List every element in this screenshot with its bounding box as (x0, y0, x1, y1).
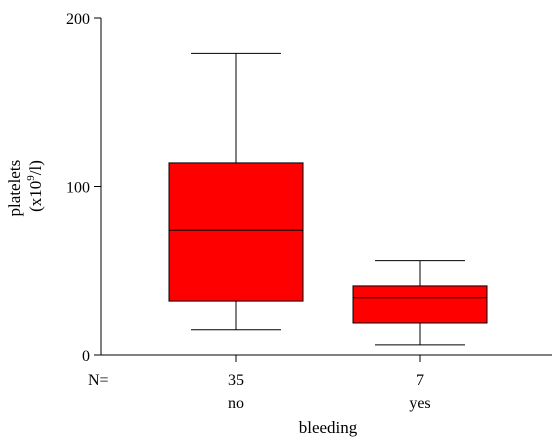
y-axis-label: platelets (x109/l) (5, 156, 45, 217)
y-tick-label: 0 (82, 348, 90, 365)
box-no (168, 52, 304, 331)
x-tick-label: no (228, 395, 244, 412)
y-axis-label-line1: platelets (5, 160, 24, 217)
count-label: 7 (416, 372, 424, 389)
box-series (168, 52, 488, 346)
iqr-box (168, 162, 304, 302)
n-label: N= (88, 372, 109, 389)
tick-labels: 0 100 200 35 no 7 yes (66, 11, 431, 412)
x-axis-label: bleeding (299, 418, 358, 437)
y-tick-label: 100 (66, 180, 90, 197)
iqr-box (352, 285, 488, 324)
axes (94, 17, 552, 362)
x-tick-label: yes (409, 395, 430, 412)
count-label: 35 (228, 372, 244, 389)
y-axis-label-line2: (x109/l) (25, 160, 45, 212)
box-yes (352, 260, 488, 346)
y-tick-label: 200 (66, 11, 90, 28)
